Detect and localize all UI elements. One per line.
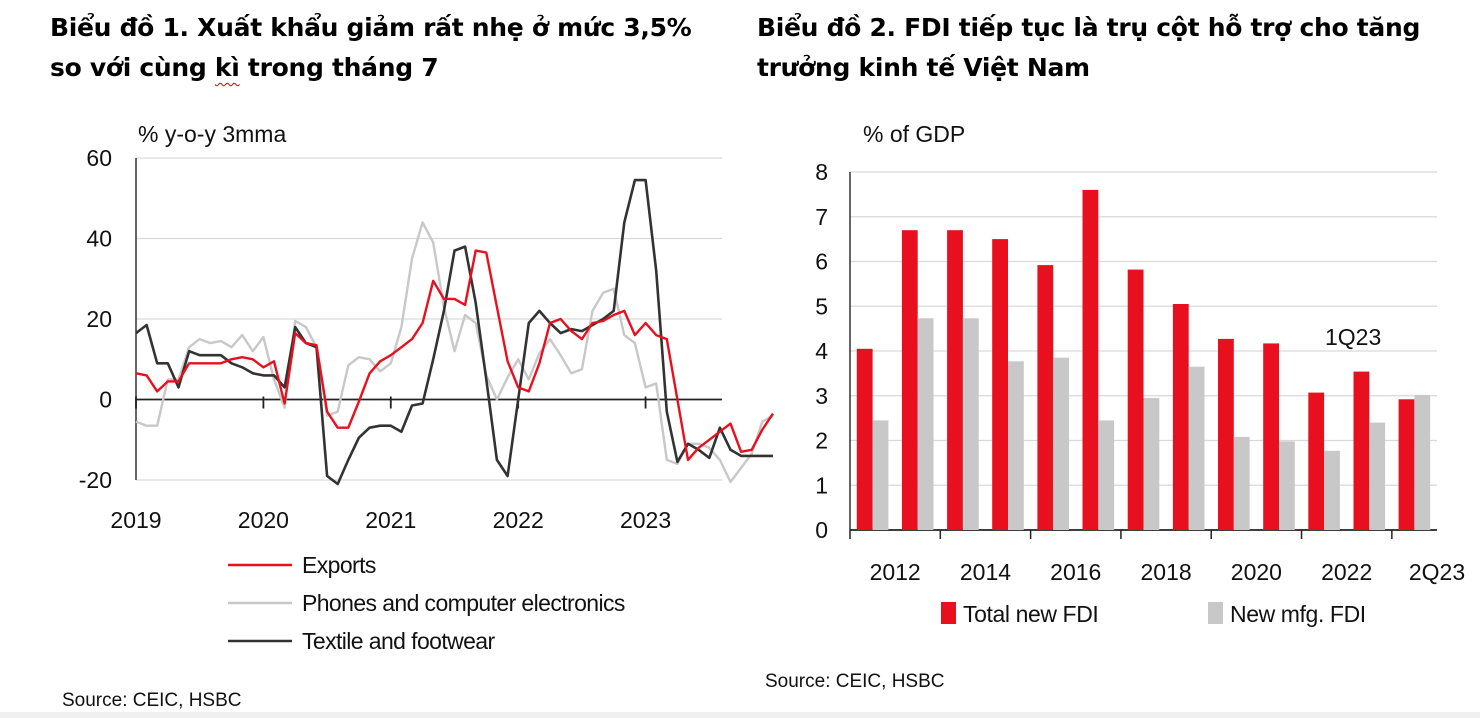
x-tick-label: 2Q23 <box>1409 559 1465 585</box>
bar-new-mfg-fdi-2q23 <box>1414 394 1431 530</box>
chart2-source: Source: CEIC, HSBC <box>765 671 945 692</box>
legend-swatch <box>1208 602 1223 624</box>
bar-total-new-fdi-2015 <box>992 239 1008 530</box>
legend-swatch <box>941 602 956 624</box>
bar-new-mfg-fdi-2022 <box>1324 450 1340 530</box>
bar-new-mfg-fdi-2019 <box>1188 366 1205 530</box>
x-tick-label: 2019 <box>110 507 161 533</box>
chart1-title-line2: so với cùng kì trong tháng 7 <box>50 48 730 88</box>
chart1-title: Biểu đồ 1. Xuất khẩu giảm rất nhẹ ở mức … <box>50 8 730 88</box>
bar-total-new-fdi-2013 <box>901 230 918 530</box>
bar-total-new-fdi-2022 <box>1308 392 1325 530</box>
y-tick-label: 4 <box>815 338 828 364</box>
x-tick-label: 2022 <box>493 507 544 533</box>
bar-total-new-fdi-2019 <box>1172 304 1189 530</box>
legend-label: Phones and computer electronics <box>302 590 625 616</box>
x-tick-label: 2012 <box>870 559 921 585</box>
y-tick-label: 1 <box>815 472 828 498</box>
chart2-title: Biểu đồ 2. FDI tiếp tục là trụ cột hỗ tr… <box>757 8 1457 88</box>
chart1-title-line2-post: trong tháng 7 <box>239 53 439 82</box>
bar-new-mfg-fdi-2018 <box>1143 398 1160 530</box>
bar-new-mfg-fdi-2013 <box>917 318 934 530</box>
y-tick-label: 2 <box>815 428 828 454</box>
x-tick-label: 2014 <box>960 559 1011 585</box>
bar-new-mfg-fdi-2021 <box>1279 441 1295 530</box>
y-tick-label: 5 <box>815 293 828 319</box>
chart1-source: Source: CEIC, HSBC <box>62 690 242 711</box>
bar-new-mfg-fdi-2016 <box>1053 357 1069 530</box>
chart2-annotation: 1Q23 <box>1325 324 1381 350</box>
x-tick-label: 2020 <box>1231 559 1282 585</box>
bar-chart: 0 1 2 3 4 5 6 7 8 2012 2014 2016 2018 2020 2022 2Q23 % … <box>765 121 1465 692</box>
bar-new-mfg-fdi-2015 <box>1008 361 1024 530</box>
y-tick-label: 8 <box>815 159 828 185</box>
y-tick-label: -20 <box>79 467 112 493</box>
legend-label: Textile and footwear <box>302 628 496 654</box>
bar-new-mfg-fdi-2017 <box>1098 420 1115 530</box>
series-line-phones-and-computer-electronics <box>135 221 774 484</box>
x-tick-label: 2023 <box>620 507 671 533</box>
x-tick-label: 2022 <box>1321 559 1372 585</box>
bar-total-new-fdi-2014 <box>947 230 963 530</box>
bar-total-new-fdi-2017 <box>1082 189 1099 530</box>
line-chart: 60 40 20 0 -20 2019 2020 2021 2022 2023 % y-o-y 3… <box>62 121 774 711</box>
chart1-ylabel: % y-o-y 3mma <box>138 121 286 147</box>
series-line-textile-and-footwear <box>135 178 773 486</box>
x-tick-label: 2020 <box>238 507 289 533</box>
series-line-exports <box>135 249 774 462</box>
bar-total-new-fdi-2018 <box>1127 269 1144 530</box>
bar-new-mfg-fdi-2020 <box>1233 436 1250 530</box>
legend-label: New mfg. FDI <box>1230 601 1366 627</box>
chart2-title-line2: trưởng kinh tế Việt Nam <box>757 53 1090 82</box>
spellcheck-word: kì <box>214 53 240 82</box>
y-tick-label: 7 <box>815 204 828 230</box>
bar-total-new-fdi-2020 <box>1218 338 1234 530</box>
chart1-title-line2-pre: so với cùng <box>50 53 215 82</box>
x-tick-label: 2018 <box>1140 559 1191 585</box>
bar-new-mfg-fdi-2014 <box>962 318 979 530</box>
legend-label: Total new FDI <box>963 601 1098 627</box>
chart2-ylabel: % of GDP <box>863 121 965 147</box>
y-tick-label: 3 <box>815 383 828 409</box>
bar-new-mfg-fdi-2012 <box>872 420 889 530</box>
bar-total-new-fdi-1q23 <box>1353 371 1370 530</box>
y-tick-label: 60 <box>86 145 112 171</box>
x-tick-label: 2021 <box>365 507 416 533</box>
y-tick-label: 0 <box>99 387 112 413</box>
y-tick-label: 0 <box>815 517 828 543</box>
chart1-title-line1: Biểu đồ 1. Xuất khẩu giảm rất nhẹ ở mức … <box>50 13 692 42</box>
bar-total-new-fdi-2012 <box>856 348 873 530</box>
chart2-title-line1: Biểu đồ 2. FDI tiếp tục là trụ cột hỗ tr… <box>757 13 1421 42</box>
y-tick-label: 20 <box>86 306 112 332</box>
bar-new-mfg-fdi-1q23 <box>1369 422 1386 530</box>
x-tick-label: 2016 <box>1050 559 1101 585</box>
y-tick-label: 6 <box>815 249 828 275</box>
y-tick-label: 40 <box>86 226 112 252</box>
bar-total-new-fdi-2016 <box>1037 265 1054 530</box>
bar-total-new-fdi-2021 <box>1263 343 1279 530</box>
bottom-strip <box>0 712 1480 718</box>
legend-label: Exports <box>302 552 376 578</box>
bar-total-new-fdi-2q23 <box>1398 399 1415 530</box>
